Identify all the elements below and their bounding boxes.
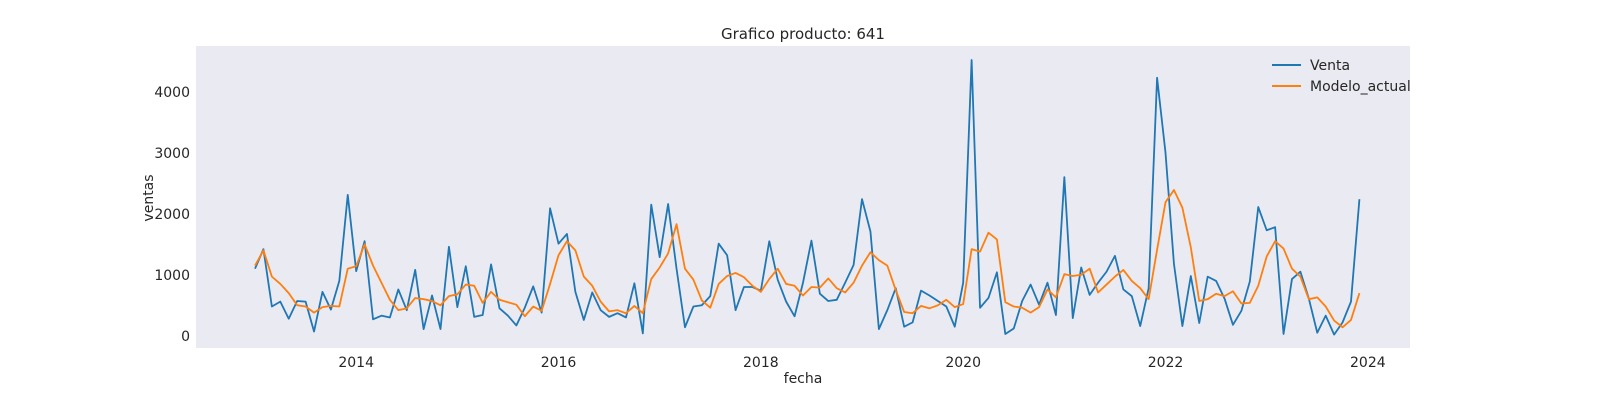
y-tick-label: 2000	[154, 207, 190, 223]
x-axis-label: fecha	[784, 371, 823, 387]
y-tick-label: 3000	[154, 146, 190, 162]
y-tick-label: 1000	[154, 268, 190, 284]
y-tick-label: 0	[181, 329, 190, 345]
y-axis-label: ventas	[141, 174, 157, 221]
y-axis-ticks: 0 1000 2000 3000 4000	[154, 85, 190, 345]
y-tick-label: 4000	[154, 85, 190, 101]
x-tick-label: 2022	[1148, 355, 1184, 371]
series-layer	[254, 59, 1361, 336]
x-axis-ticks: 2014 2016 2018 2020 2022 2024	[338, 355, 1385, 371]
x-tick-label: 2020	[945, 355, 981, 371]
x-tick-label: 2016	[541, 355, 577, 371]
x-tick-label: 2018	[743, 355, 779, 371]
series-line-modelo-actual	[254, 189, 1361, 329]
series-line-venta	[254, 59, 1361, 336]
x-tick-label: 2014	[338, 355, 374, 371]
legend-label-venta: Venta	[1310, 58, 1350, 74]
x-tick-label: 2024	[1350, 355, 1386, 371]
legend-label-modelo-actual: Modelo_actual	[1310, 79, 1411, 95]
legend: Venta Modelo_actual	[1272, 58, 1411, 95]
chart-title: Grafico producto: 641	[721, 25, 885, 43]
plot-area	[196, 46, 1410, 348]
